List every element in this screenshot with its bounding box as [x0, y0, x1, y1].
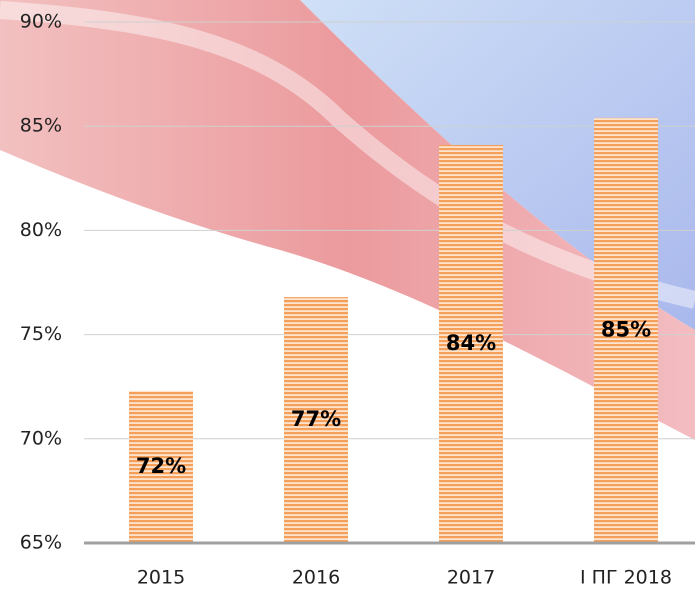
y-tick-label: 65%	[20, 532, 62, 554]
x-tick-label: 2015	[137, 567, 185, 589]
x-tick-label: I ПГ 2018	[580, 567, 672, 589]
data-label: 85%	[601, 317, 651, 341]
y-tick-label: 70%	[20, 427, 62, 449]
data-label: 72%	[136, 454, 186, 478]
y-tick-label: 80%	[20, 219, 62, 241]
bar	[439, 144, 503, 543]
x-tick-label: 2017	[447, 567, 495, 589]
data-label: 84%	[446, 331, 496, 355]
y-tick-label: 90%	[20, 11, 62, 33]
y-tick-label: 75%	[20, 323, 62, 345]
bar	[594, 117, 658, 543]
data-label: 77%	[291, 407, 341, 431]
y-tick-label: 85%	[20, 115, 62, 137]
bar	[129, 390, 193, 543]
bar	[284, 297, 348, 543]
x-tick-label: 2016	[292, 567, 340, 589]
